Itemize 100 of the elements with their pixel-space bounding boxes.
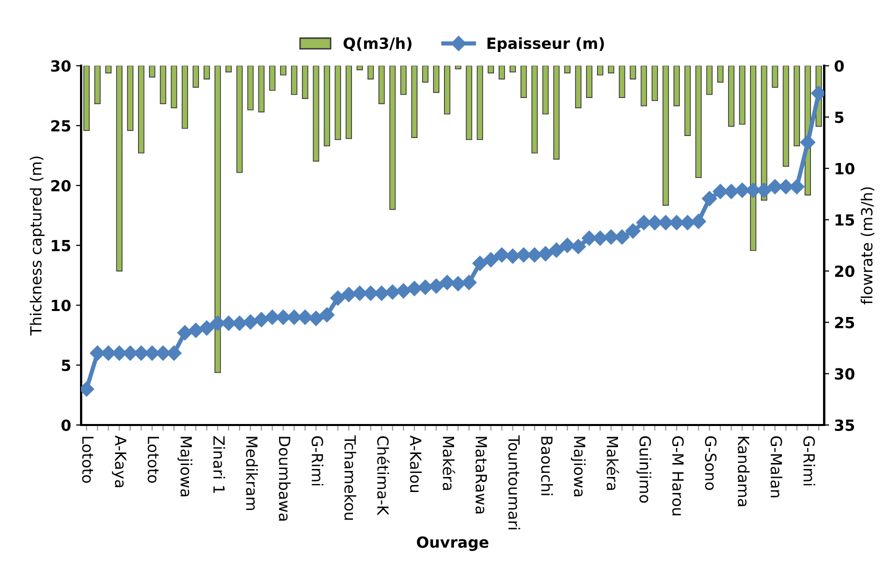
bar xyxy=(368,66,374,80)
bar xyxy=(258,66,265,112)
x-tick-label: Kandama xyxy=(738,436,750,506)
x-tick-label: Medikram xyxy=(246,436,258,510)
bar xyxy=(476,66,484,140)
y-axis-title: Thickness captured (m) xyxy=(30,156,45,336)
x-tick-label: Chétima-K xyxy=(377,436,390,516)
x-tick-label: Lototo xyxy=(148,436,160,483)
bar xyxy=(192,66,199,88)
bar xyxy=(597,66,604,76)
y2-tick-label: 5 xyxy=(835,112,844,124)
bar xyxy=(444,66,450,114)
x-tick-label: G-Rimi xyxy=(312,436,324,486)
bar xyxy=(586,66,592,98)
bar xyxy=(772,66,778,88)
bar xyxy=(695,66,702,178)
y-tick-label: 25 xyxy=(51,120,70,132)
x-tick-label: MataRawa xyxy=(476,436,487,514)
bar xyxy=(411,66,418,138)
bar xyxy=(608,66,614,74)
y-tick-label: 5 xyxy=(62,360,70,372)
bar xyxy=(116,66,122,272)
bar xyxy=(312,66,320,162)
bar xyxy=(542,66,549,114)
bar xyxy=(739,66,746,125)
bar xyxy=(302,66,308,100)
bar xyxy=(728,66,734,127)
x-tick-label: Zinari 1 xyxy=(213,436,226,493)
bar xyxy=(160,66,166,104)
bar xyxy=(225,66,232,72)
bar xyxy=(170,66,178,108)
bar xyxy=(640,66,648,106)
bar xyxy=(422,66,428,83)
bar xyxy=(127,66,134,131)
bar xyxy=(291,66,298,95)
y-tick-label: 20 xyxy=(51,180,71,192)
x-tick-label: G-Malan xyxy=(770,436,782,498)
bar xyxy=(280,66,286,76)
y2-tick-label: 35 xyxy=(834,419,854,432)
y2-tick-label: 15 xyxy=(836,214,854,226)
x-tick-label: Majiowa xyxy=(178,436,192,496)
y2-tick-label: 20 xyxy=(835,265,854,278)
y-tick-label: 0 xyxy=(61,419,71,432)
y2-axis-title: flowrate (m3/h) xyxy=(860,187,874,304)
bar xyxy=(94,66,101,104)
bar xyxy=(182,66,188,129)
bar xyxy=(236,66,243,173)
y-tick-label: 10 xyxy=(52,300,71,312)
x-tick-label: Majiowa xyxy=(570,436,586,496)
y2-tick-label: 30 xyxy=(834,368,854,380)
bar xyxy=(706,66,713,95)
y2-tick-label: 25 xyxy=(835,316,854,328)
bar xyxy=(324,66,330,146)
y2-tick-label: 10 xyxy=(836,162,854,174)
bar xyxy=(717,66,724,83)
x-tick-label: G-M Harou xyxy=(672,436,684,516)
legend-label: Q(m3/h) xyxy=(344,37,412,52)
bar xyxy=(652,66,658,102)
bar xyxy=(684,66,691,136)
x-tick-label: G-Sono xyxy=(705,436,717,490)
bar xyxy=(466,66,472,140)
bar xyxy=(782,66,790,167)
bar xyxy=(247,66,254,110)
bar xyxy=(334,66,342,140)
bar xyxy=(83,66,90,131)
x-tick-label: Tchamekou xyxy=(344,435,356,520)
bar xyxy=(531,66,538,154)
x-tick-label: Tountoumari xyxy=(508,435,520,530)
bar xyxy=(400,66,407,95)
bar xyxy=(498,66,505,80)
x-tick-label: G-Rimi xyxy=(803,436,816,486)
y2-tick-label: 0 xyxy=(834,60,844,72)
x-tick-label: Makéra xyxy=(442,436,456,490)
bar xyxy=(553,66,560,160)
x-tick-label: Lototo xyxy=(82,436,94,483)
bar xyxy=(575,66,582,108)
bar xyxy=(378,66,385,104)
y-tick-label: 30 xyxy=(51,60,71,72)
x-tick-label: Guinjimo xyxy=(636,436,652,503)
x-tick-label: A-Kalou xyxy=(410,436,422,492)
bar xyxy=(618,66,626,98)
bar xyxy=(269,66,276,91)
legend-label: Epaisseur (m) xyxy=(488,37,604,52)
x-tick-label: Doumbawa xyxy=(278,436,291,521)
bar xyxy=(389,66,396,210)
x-tick-label: Baouchi xyxy=(541,436,553,496)
bar xyxy=(794,66,800,146)
bar xyxy=(346,66,352,140)
bar xyxy=(356,66,363,70)
x-tick-label: A-Kaya xyxy=(112,436,126,488)
bar xyxy=(105,66,112,74)
bar xyxy=(564,66,571,74)
bar xyxy=(488,66,494,74)
bar xyxy=(510,66,516,72)
bar xyxy=(138,66,144,154)
bar xyxy=(662,66,669,206)
bar xyxy=(520,66,527,98)
y-tick-label: 15 xyxy=(52,240,70,252)
bar xyxy=(204,66,210,80)
bar xyxy=(630,66,636,80)
